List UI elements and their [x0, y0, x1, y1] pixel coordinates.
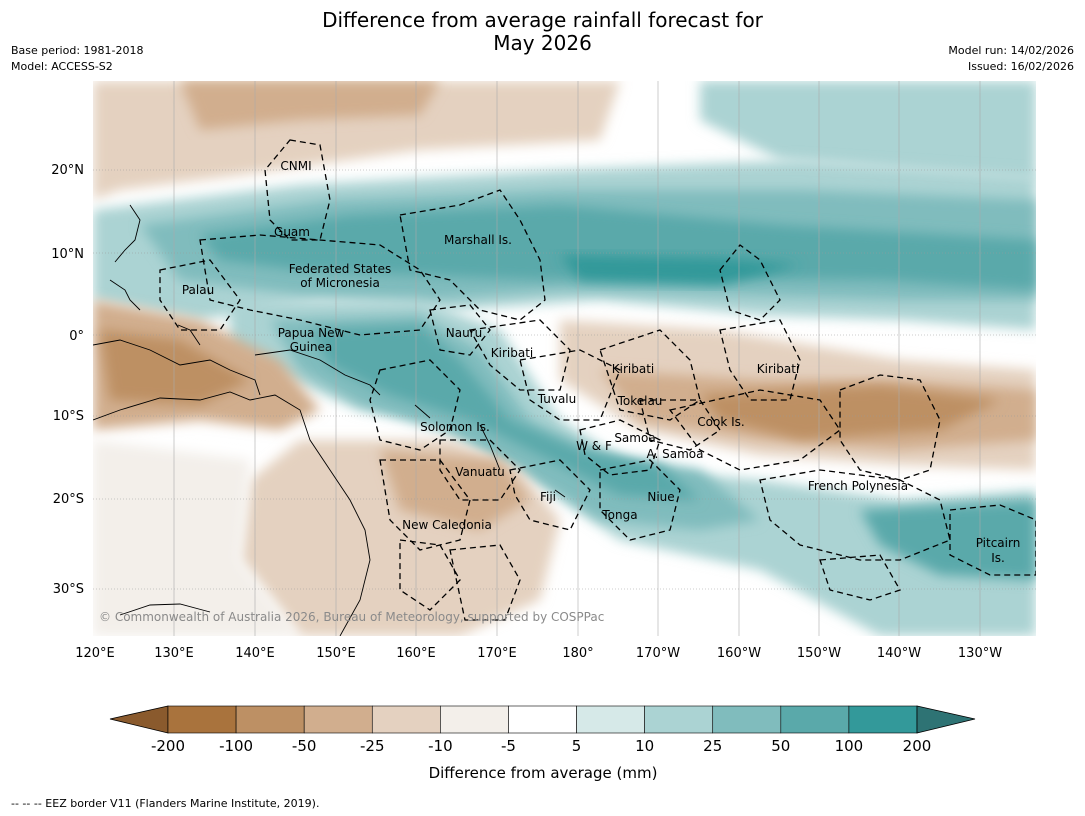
label-guam: Guam	[274, 225, 310, 239]
label-marshall-is: Marshall Is.	[444, 233, 512, 247]
label-wallis-futuna: W & F	[576, 439, 612, 453]
lat-tick: 20°N	[51, 163, 84, 178]
lon-tick: 160°E	[396, 646, 436, 661]
label-tuvalu: Tuvalu	[537, 392, 577, 406]
label-tokelau: Tokelau	[617, 394, 663, 408]
colorbar-cell	[780, 705, 850, 734]
label-kiribati-central: Kiribati	[612, 362, 654, 376]
colorbar-cell	[712, 705, 782, 734]
lon-tick: 140°W	[877, 646, 921, 661]
lon-tick: 130°E	[154, 646, 194, 661]
colorbar-low-extend	[109, 705, 169, 734]
colorbar-cell	[848, 705, 918, 734]
colorbar-cell	[371, 705, 441, 734]
colorbar-tick-label: -10	[428, 737, 453, 755]
lon-tick: 130°W	[958, 646, 1002, 661]
colorbar-cell	[440, 705, 509, 734]
colorbar-cell	[167, 705, 237, 734]
label-cnmi: CNMI	[280, 159, 311, 173]
lon-tick: 170°E	[477, 646, 517, 661]
colorbar-tick-label: 50	[771, 737, 790, 755]
colorbar-cell	[303, 705, 373, 734]
eez-legend-note: -- -- -- EEZ border V11 (Flanders Marine…	[11, 797, 320, 810]
rainfall-field	[93, 81, 1036, 636]
lat-tick: 30°S	[53, 582, 84, 597]
graticule	[93, 169, 1036, 590]
eez-borders	[159, 139, 1036, 621]
label-pitcairn-line1: Pitcairn	[976, 536, 1021, 550]
colorbar-tick-label: 25	[703, 737, 722, 755]
coastlines	[93, 204, 566, 636]
model-run: Model run: 14/02/2026	[948, 44, 1074, 57]
colorbar-tick-label: -100	[219, 737, 253, 755]
colorbar-tick-label: 5	[572, 737, 582, 755]
lon-tick: 180°	[562, 646, 593, 661]
label-samoa: Samoa	[614, 431, 655, 445]
label-american-samoa: A. Samoa	[647, 447, 704, 461]
label-png-line1: Papua New	[278, 326, 345, 340]
colorbar-tick-label: -200	[151, 737, 185, 755]
label-kiribati-west: Kiribati	[491, 346, 533, 360]
lon-tick: 150°E	[316, 646, 356, 661]
label-pitcairn-line2: Is.	[991, 551, 1005, 565]
label-cook-is: Cook Is.	[697, 415, 744, 429]
lon-tick: 120°E	[75, 646, 115, 661]
colorbar-tick-label: 200	[903, 737, 932, 755]
label-kiribati-east: Kiribati	[757, 362, 799, 376]
colorbar-cell	[644, 705, 714, 734]
colorbar-high-extend	[916, 705, 976, 734]
label-niue: Niue	[647, 490, 674, 504]
lon-tick: 160°W	[717, 646, 761, 661]
colorbar-tick-label: -25	[360, 737, 385, 755]
colorbar-tick-label: 100	[835, 737, 864, 755]
lon-tick: 150°W	[797, 646, 841, 661]
lon-tick: 140°E	[235, 646, 275, 661]
colorbar-title: Difference from average (mm)	[429, 764, 658, 782]
colorbar-cell	[576, 705, 645, 734]
lat-tick: 0°	[69, 329, 84, 344]
copyright-text: © Commonwealth of Australia 2026, Bureau…	[99, 610, 604, 624]
label-png-line2: Guinea	[290, 340, 333, 354]
lat-tick: 10°S	[53, 409, 84, 424]
label-fiji: Fiji	[540, 490, 556, 504]
colorbar: -200 -100 -50 -25 -10 -5 5 10 25 50 100 200 Differe…	[109, 705, 976, 782]
lon-tick-labels: 120°E 130°E 140°E 150°E 160°E 170°E 180°…	[75, 646, 1002, 661]
label-fsm-line1: Federated States	[289, 262, 391, 276]
label-nauru: Nauru	[446, 326, 482, 340]
label-fsm-line2: of Micronesia	[300, 276, 380, 290]
lon-tick: 170°W	[636, 646, 680, 661]
map-title-line1: Difference from average rainfall forecas…	[322, 8, 763, 32]
label-vanuatu: Vanuatu	[455, 465, 505, 479]
lat-tick-labels: 20°N 10°N 0° 10°S 20°S 30°S	[51, 163, 84, 597]
colorbar-tick-label: -50	[292, 737, 317, 755]
label-french-polynesia: French Polynesia	[808, 479, 908, 493]
colorbar-cell	[508, 705, 577, 734]
label-new-caledonia: New Caledonia	[402, 518, 492, 532]
issued-date: Issued: 16/02/2026	[967, 60, 1074, 73]
lat-tick: 20°S	[53, 492, 84, 507]
colorbar-cell	[235, 705, 305, 734]
region-labels: CNMI Guam Marshall Is. Federated States …	[182, 159, 1020, 565]
label-solomon-is: Solomon Is.	[420, 420, 490, 434]
lat-tick: 10°N	[51, 247, 84, 262]
base-period: Base period: 1981-2018	[11, 44, 144, 57]
label-palau: Palau	[182, 283, 214, 297]
colorbar-tick-label: -5	[501, 737, 516, 755]
label-tonga: Tonga	[601, 508, 637, 522]
colorbar-tick-label: 10	[635, 737, 654, 755]
map-title-line2: May 2026	[493, 31, 592, 55]
model-name: Model: ACCESS-S2	[11, 60, 113, 73]
